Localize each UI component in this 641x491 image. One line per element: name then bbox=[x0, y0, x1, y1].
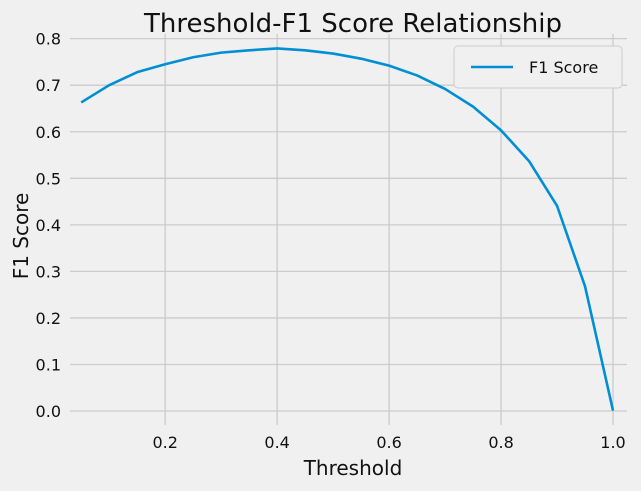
x-tick-label: 0.6 bbox=[376, 433, 401, 452]
x-tick-label: 1.0 bbox=[600, 433, 625, 452]
x-tick-label: 0.8 bbox=[488, 433, 513, 452]
y-tick-label: 0.2 bbox=[36, 309, 61, 328]
y-tick-label: 0.8 bbox=[36, 30, 61, 49]
legend-label: F1 Score bbox=[529, 58, 598, 77]
y-axis-label: F1 Score bbox=[9, 193, 33, 280]
x-tick-label: 0.4 bbox=[264, 433, 289, 452]
y-tick-label: 0.5 bbox=[36, 169, 61, 188]
y-tick-label: 0.6 bbox=[36, 123, 61, 142]
grid-lines bbox=[70, 34, 627, 425]
y-tick-label: 0.1 bbox=[36, 355, 61, 374]
y-tick-label: 0.3 bbox=[36, 262, 61, 281]
x-axis-label: Threshold bbox=[303, 456, 403, 480]
f1-score-line bbox=[80, 47, 615, 411]
y-tick-label: 0.0 bbox=[36, 402, 61, 421]
y-tick-label: 0.7 bbox=[36, 76, 61, 95]
tick-labels: 0.2 0.4 0.6 0.8 1.0 0.0 0.1 0.2 0.3 0.4 0.5 0.6 0.7 0… bbox=[36, 30, 626, 452]
y-tick-label: 0.4 bbox=[36, 216, 61, 235]
chart-title: Threshold-F1 Score Relationship bbox=[143, 9, 562, 39]
legend: F1 Score bbox=[453, 45, 623, 89]
x-tick-label: 0.2 bbox=[152, 433, 177, 452]
legend-box bbox=[453, 45, 623, 89]
